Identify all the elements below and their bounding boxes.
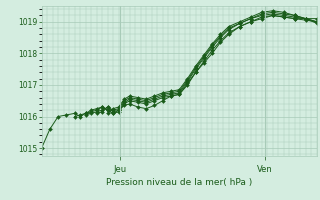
X-axis label: Pression niveau de la mer( hPa ): Pression niveau de la mer( hPa ) xyxy=(106,178,252,187)
